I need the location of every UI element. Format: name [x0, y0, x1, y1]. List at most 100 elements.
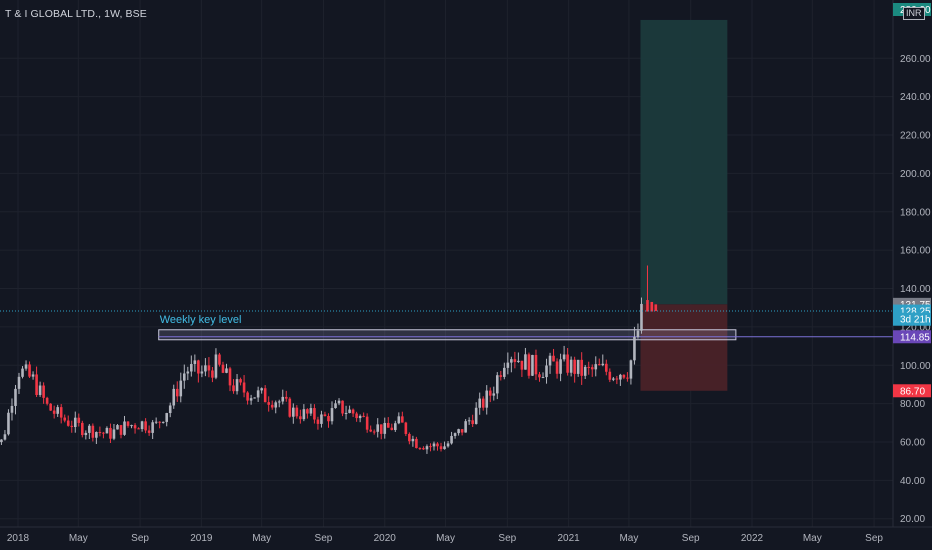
candle-body: [102, 432, 105, 434]
candle-body: [636, 330, 640, 338]
price-badge-label: 3d 21h: [900, 315, 931, 326]
candle-body: [235, 379, 239, 392]
candle-body: [344, 412, 348, 414]
candle-body: [478, 398, 482, 408]
currency-label[interactable]: INR: [903, 7, 925, 20]
position-zones[interactable]: [640, 19, 728, 391]
price-tick-label: 20.00: [900, 514, 925, 525]
price-tick-label: 200.00: [900, 169, 931, 180]
candle-body: [654, 304, 658, 312]
key-level-label[interactable]: Weekly key level: [160, 314, 242, 326]
time-tick-label: May: [619, 533, 638, 544]
candle-body: [503, 367, 506, 377]
key-level-drawing[interactable]: Weekly key level: [158, 314, 893, 341]
candle-body: [228, 368, 232, 386]
candle-body: [474, 407, 478, 424]
candle-body: [393, 423, 397, 430]
candle-body: [309, 408, 313, 414]
candle-body: [10, 405, 14, 413]
price-tick-label: 100.00: [900, 361, 931, 372]
candle-body: [98, 432, 102, 434]
candle-body: [453, 433, 457, 436]
candle-body: [520, 360, 524, 370]
candle-body: [56, 407, 59, 414]
candle-body: [14, 388, 17, 406]
stop-loss-zone[interactable]: [640, 304, 728, 391]
candle-body: [277, 401, 281, 403]
candle-body: [302, 409, 306, 420]
candle-body: [91, 425, 95, 438]
grid-lines: [0, 0, 893, 527]
candle-body: [263, 388, 267, 403]
candle-body: [580, 359, 583, 376]
candle-body: [161, 421, 165, 423]
candle-body: [295, 407, 299, 417]
candle-body: [42, 385, 45, 398]
candle-body: [633, 337, 636, 361]
symbol-title[interactable]: T & I GLOBAL LTD., 1W, BSE: [5, 8, 147, 20]
candle-body: [249, 398, 253, 401]
candle-body: [587, 366, 591, 368]
candle-body: [109, 427, 112, 439]
candle-body: [77, 417, 81, 423]
candle-body: [351, 409, 355, 414]
candle-body: [492, 393, 496, 396]
candle-body: [404, 422, 408, 434]
candle-body: [594, 364, 598, 370]
candle-body: [3, 434, 7, 440]
candle-body: [499, 375, 503, 377]
time-axis[interactable]: 2018 May Sep 2019 May Sep 2020 May Sep 2021 May Sep…: [0, 526, 932, 544]
candle-body: [154, 421, 158, 423]
candle-body: [524, 354, 527, 370]
candle-body: [73, 417, 77, 428]
candle-body: [545, 365, 548, 378]
price-axis[interactable]: 20.00 40.00 60.00 80.00 100.00 120.00 140.00 16…: [892, 0, 932, 550]
candle-body: [443, 446, 446, 450]
candle-body: [555, 361, 559, 374]
price-badge: [893, 330, 931, 344]
candle-body: [397, 416, 401, 424]
price-badge-label: 128.25: [900, 307, 931, 318]
candle-body: [316, 419, 320, 424]
candle-body: [299, 416, 302, 420]
candle-body: [601, 363, 605, 366]
profit-target-zone[interactable]: [640, 19, 728, 305]
price-tick-label: 140.00: [900, 284, 931, 295]
candle-body: [330, 408, 334, 422]
candle-body: [105, 427, 109, 434]
candle-body: [70, 425, 74, 428]
candle-body: [186, 371, 190, 374]
candle-body: [288, 398, 292, 417]
candle-body: [24, 364, 28, 369]
time-tick-label: May: [803, 533, 822, 544]
candle-body: [267, 402, 270, 405]
candle-body: [590, 367, 594, 370]
candle-body: [622, 374, 626, 378]
candle-body: [650, 301, 654, 312]
candle-body: [422, 448, 425, 450]
time-tick-label: May: [252, 533, 271, 544]
candle-body: [66, 420, 70, 426]
candle-body: [619, 374, 622, 380]
candle-body: [158, 421, 161, 423]
key-level-box[interactable]: [158, 329, 737, 341]
candle-body: [348, 409, 351, 413]
candle-body: [126, 421, 130, 426]
candle-body: [242, 382, 246, 393]
candle-body: [488, 390, 492, 396]
candle-body: [538, 374, 541, 378]
price-tick-label: 260.00: [900, 54, 931, 65]
time-tick-label: 2019: [190, 533, 213, 544]
candle-body: [211, 370, 214, 378]
candle-body: [471, 420, 474, 424]
candle-body: [390, 427, 394, 430]
price-badge: [893, 384, 931, 398]
candle-body: [597, 364, 601, 366]
candle-body: [646, 300, 649, 312]
candle-body: [274, 402, 278, 408]
candle-body: [182, 373, 186, 381]
candle-body: [467, 420, 471, 422]
candle-body: [408, 433, 411, 442]
candle-body: [130, 425, 133, 427]
